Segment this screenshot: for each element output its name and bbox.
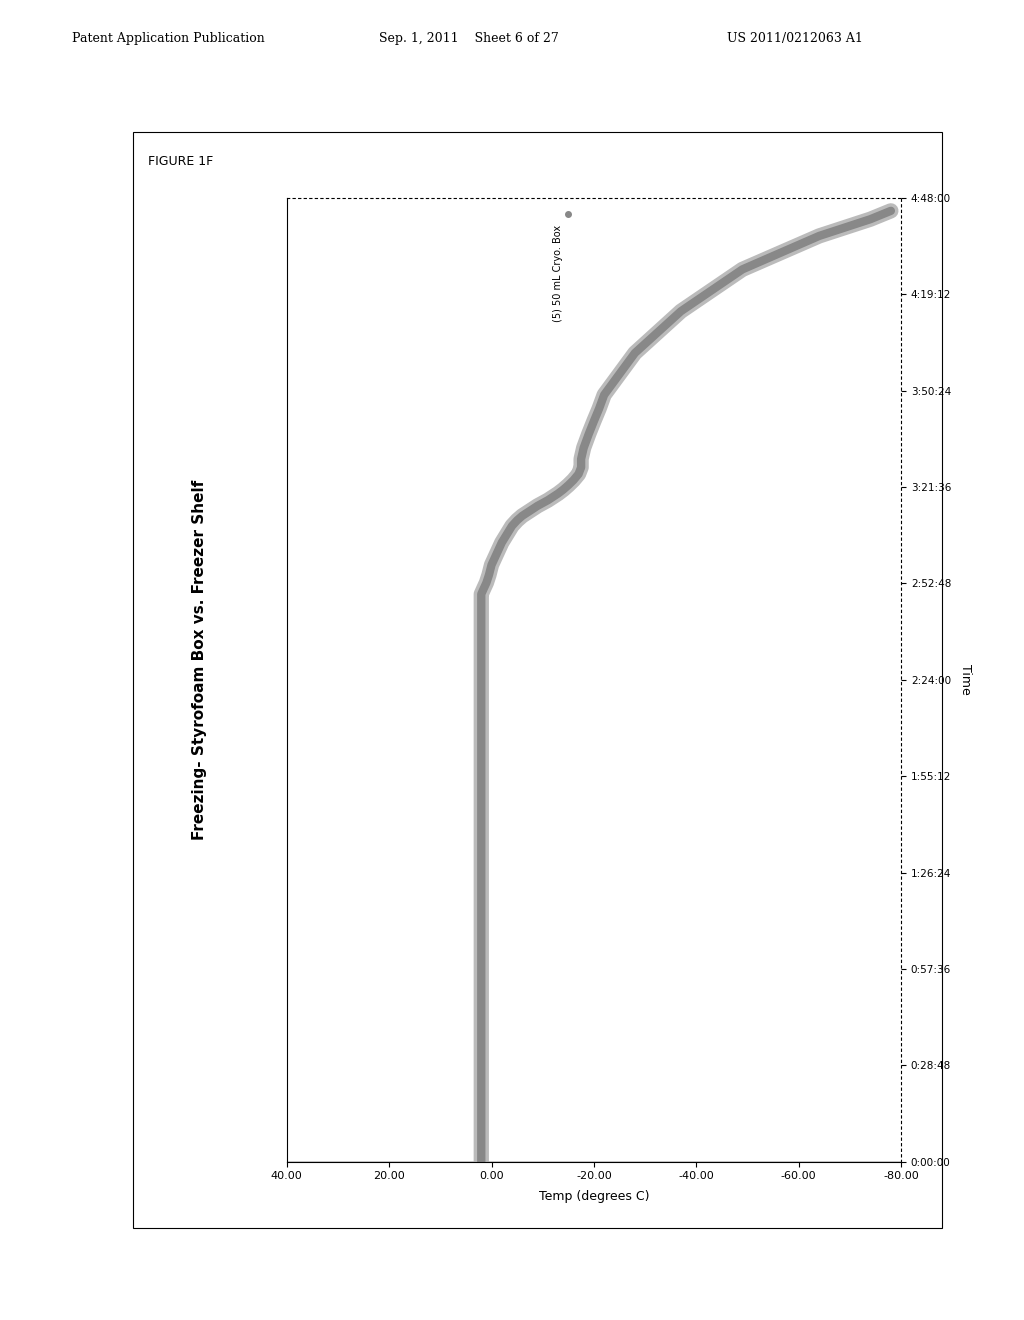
Text: Patent Application Publication: Patent Application Publication xyxy=(72,32,264,45)
X-axis label: Temp (degrees C): Temp (degrees C) xyxy=(539,1189,649,1203)
Y-axis label: Time: Time xyxy=(959,664,972,696)
Text: (5) 50 mL Cryo. Box: (5) 50 mL Cryo. Box xyxy=(553,224,563,322)
Text: US 2011/0212063 A1: US 2011/0212063 A1 xyxy=(727,32,863,45)
Text: Sep. 1, 2011    Sheet 6 of 27: Sep. 1, 2011 Sheet 6 of 27 xyxy=(379,32,559,45)
Text: FIGURE 1F: FIGURE 1F xyxy=(148,154,214,168)
Text: Freezing- Styrofoam Box vs. Freezer Shelf: Freezing- Styrofoam Box vs. Freezer Shel… xyxy=(193,480,207,840)
